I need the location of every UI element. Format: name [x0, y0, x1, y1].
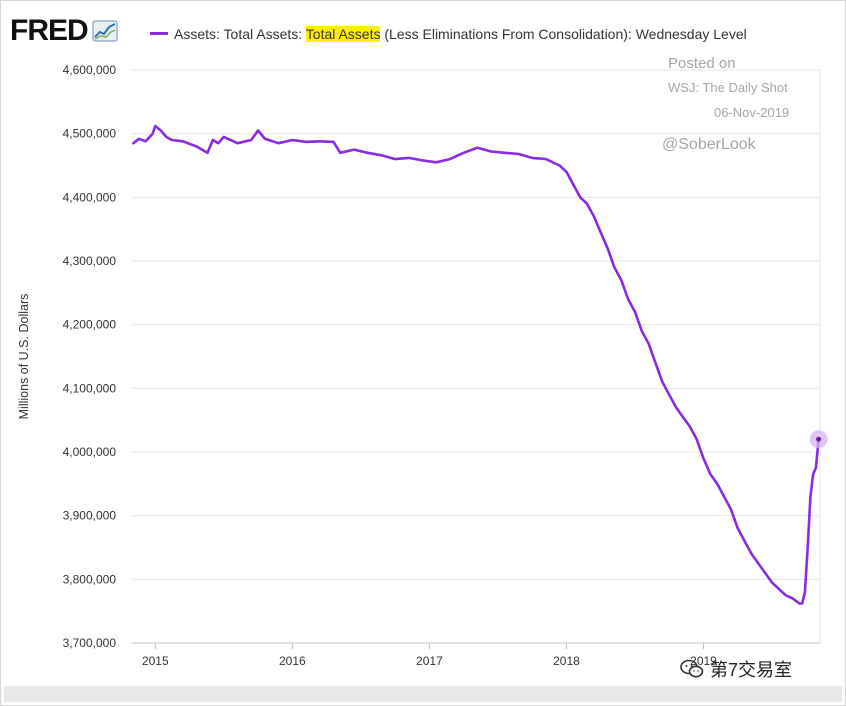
y-tick-label: 4,600,000 — [63, 63, 117, 77]
legend[interactable]: Assets: Total Assets: Total Assets (Less… — [150, 24, 760, 44]
chart-trend-icon — [92, 20, 118, 42]
series-line — [132, 124, 820, 605]
x-tick-label: 2018 — [553, 654, 580, 668]
y-tick-label: 3,800,000 — [63, 572, 117, 586]
y-tick-label: 3,700,000 — [63, 636, 117, 650]
legend-text-prefix: Assets: Total Assets: — [174, 26, 306, 42]
legend-text-highlight: Total Assets — [305, 26, 381, 42]
y-tick-labels: 4,600,000 4,500,000 4,400,000 4,300,000 4,20… — [63, 63, 117, 650]
last-point-marker — [816, 436, 822, 442]
x-tick-label: 2016 — [279, 654, 306, 668]
legend-swatch — [150, 31, 168, 35]
y-tick-label: 4,300,000 — [63, 254, 117, 268]
y-tick-label: 4,200,000 — [63, 318, 117, 332]
y-tick-label: 4,500,000 — [63, 127, 117, 141]
legend-text-suffix: (Less Eliminations From Consolidation): … — [380, 26, 747, 42]
y-tick-label: 4,000,000 — [63, 445, 117, 459]
fred-logo-text: FRED — [10, 14, 89, 47]
y-axis-label: Millions of U.S. Dollars — [17, 294, 31, 420]
y-tick-label: 4,400,000 — [63, 190, 117, 204]
wechat-badge: 第7交易室 — [680, 656, 792, 682]
axes — [132, 70, 821, 649]
y-tick-label: 3,900,000 — [63, 509, 117, 523]
fred-logo[interactable]: FRED — [10, 16, 118, 46]
wechat-icon — [680, 659, 704, 678]
x-tick-labels: 2015 2016 2017 2018 2019 — [142, 654, 717, 668]
wechat-text: 第7交易室 — [710, 660, 793, 680]
series-layer — [132, 124, 828, 605]
grid-lines — [132, 69, 820, 644]
x-tick-label: 2017 — [416, 654, 443, 668]
x-tick-label: 2015 — [142, 654, 169, 668]
y-tick-label: 4,100,000 — [63, 381, 117, 395]
footer-bar — [4, 686, 842, 702]
